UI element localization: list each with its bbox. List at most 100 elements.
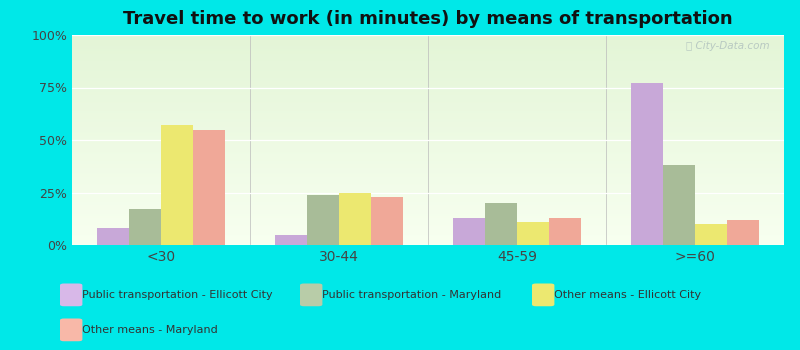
Bar (72, 228, 784, 229)
Bar (72, 128, 784, 130)
Bar (72, 207, 784, 208)
Bar (72, 238, 784, 239)
Bar (72, 147, 784, 148)
Bar (72, 74, 784, 75)
Bar (72, 100, 784, 101)
Bar (72, 214, 784, 215)
Bar (72, 224, 784, 225)
Bar (72, 199, 784, 200)
Bar (72, 231, 784, 232)
Bar (72, 85, 784, 86)
Bar (72, 106, 784, 107)
Bar (72, 64, 784, 65)
Bar (72, 211, 784, 212)
Bar (72, 117, 784, 118)
Bar (72, 185, 784, 186)
Text: Other means - Ellicott City: Other means - Ellicott City (554, 290, 701, 300)
Bar (72, 68, 784, 69)
Bar (695, 224, 727, 245)
Bar (72, 145, 784, 146)
Bar (72, 181, 784, 182)
Bar (72, 218, 784, 219)
Bar (72, 62, 784, 63)
Bar (72, 175, 784, 176)
Bar (72, 240, 784, 241)
Bar (72, 84, 784, 85)
Bar (72, 46, 784, 47)
Bar (72, 196, 784, 197)
Bar (72, 112, 784, 113)
Bar (72, 111, 784, 112)
Bar (485, 203, 517, 245)
Bar (72, 243, 784, 244)
Bar (72, 166, 784, 167)
Bar (72, 99, 784, 100)
Bar (72, 80, 784, 81)
Bar (161, 125, 193, 245)
Bar (72, 174, 784, 175)
Bar (72, 191, 784, 193)
Bar (72, 188, 784, 189)
Bar (631, 83, 663, 245)
Bar (72, 146, 784, 147)
Bar (72, 194, 784, 195)
Bar (549, 218, 581, 245)
Bar (72, 83, 784, 84)
Bar (72, 52, 784, 53)
Bar (72, 244, 784, 245)
Bar (72, 114, 784, 115)
Bar (72, 169, 784, 170)
Bar (72, 205, 784, 206)
Bar (72, 81, 784, 82)
Bar (72, 59, 784, 60)
Bar (72, 56, 784, 57)
Bar (72, 234, 784, 236)
Bar (72, 217, 784, 218)
Bar (72, 182, 784, 183)
Bar (72, 113, 784, 114)
Bar (72, 43, 784, 44)
Bar (663, 165, 695, 245)
Bar (72, 168, 784, 169)
Bar (72, 143, 784, 144)
Bar (72, 183, 784, 184)
Bar (72, 239, 784, 240)
Bar (72, 54, 784, 55)
Bar (72, 140, 784, 141)
Bar (72, 77, 784, 78)
Bar (72, 222, 784, 223)
Bar (72, 184, 784, 185)
Bar (72, 173, 784, 174)
Bar (72, 127, 784, 128)
Bar (72, 209, 784, 210)
Bar (72, 39, 784, 40)
Bar (72, 142, 784, 143)
Bar (72, 198, 784, 199)
Bar (72, 124, 784, 125)
Bar (72, 35, 784, 36)
Bar (72, 63, 784, 64)
Bar (72, 104, 784, 105)
Bar (72, 101, 784, 102)
Bar (72, 133, 784, 134)
Bar (72, 178, 784, 179)
Bar (72, 158, 784, 159)
Bar (72, 148, 784, 149)
Bar (275, 234, 307, 245)
Bar (72, 40, 784, 41)
Bar (72, 66, 784, 68)
Bar (72, 37, 784, 38)
Bar (72, 50, 784, 51)
Bar (72, 226, 784, 227)
Text: ⓘ City-Data.com: ⓘ City-Data.com (686, 41, 770, 51)
Bar (72, 152, 784, 153)
Bar (72, 135, 784, 136)
Bar (72, 206, 784, 207)
Bar (72, 230, 784, 231)
Bar (72, 195, 784, 196)
Title: Travel time to work (in minutes) by means of transportation: Travel time to work (in minutes) by mean… (123, 10, 733, 28)
Text: Public transportation - Maryland: Public transportation - Maryland (322, 290, 501, 300)
Bar (72, 200, 784, 201)
Bar (72, 96, 784, 97)
Bar (72, 237, 784, 238)
